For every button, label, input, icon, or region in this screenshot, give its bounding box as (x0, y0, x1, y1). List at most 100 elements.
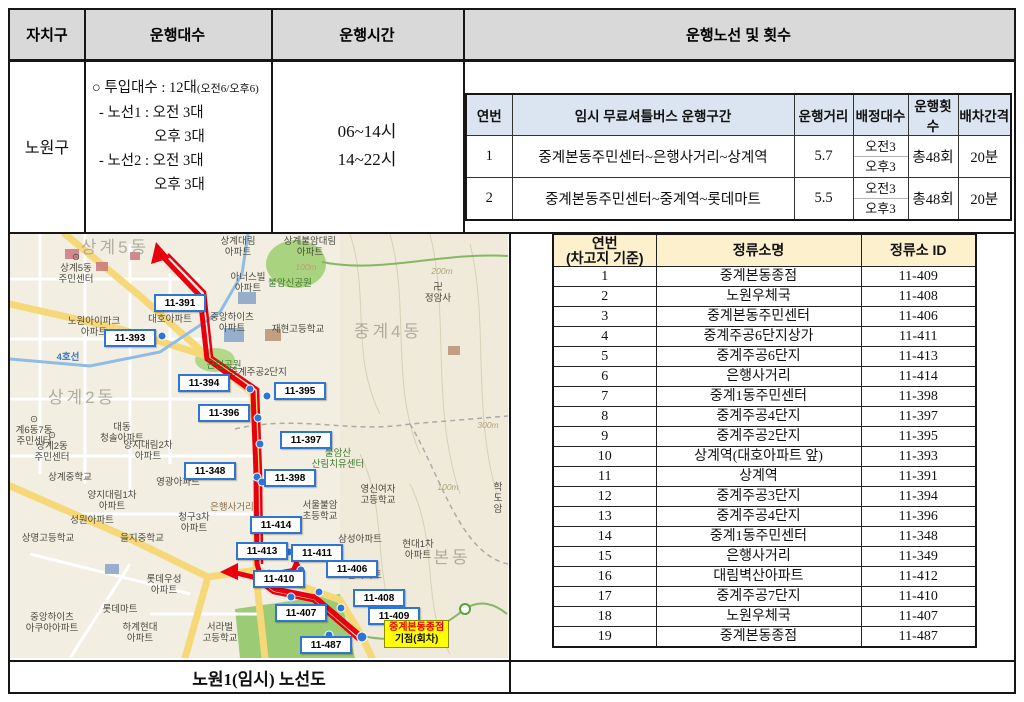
route-cell-interval: 20분 (957, 135, 1012, 178)
map-buildings (65, 249, 460, 574)
stop-cell-id: 11-393 (860, 446, 977, 467)
stop-cell-no: 11 (552, 466, 657, 487)
stops-table-row: 19 중계본동종점 11-487 (552, 626, 977, 648)
stops-table-row: 16 대림벽산아파트 11-412 (552, 566, 977, 587)
map-stop-id-label-11-414: 11-414 (250, 516, 302, 534)
map-stop-id-label-11-411: 11-411 (291, 544, 343, 562)
assigned-am: 오전3 (853, 137, 908, 157)
grid-line (84, 10, 86, 232)
stop-cell-id: 11-348 (860, 526, 977, 547)
stop-cell-id: 11-397 (860, 406, 977, 427)
header-row-background (10, 10, 1014, 59)
stops-table-body: 1 중계본동종점 11-409 2 노원우체국 11-408 3 중계본동주민센터 11-406… (552, 266, 977, 648)
grid-line (271, 10, 273, 232)
stop-cell-name: 노원우체국 (655, 286, 862, 307)
fleet-lines-container: - 노선1 : 오전 3대 오후 3대 - 노선2 : 오전 3대 오후 3대 (92, 101, 268, 197)
route-th-interval: 배차간격 (957, 93, 1012, 136)
stop-cell-id: 11-410 (860, 586, 977, 607)
route-cell-trips: 총48회 (907, 177, 959, 221)
stops-th-no: 연번 (차고지 기준) (552, 233, 657, 267)
stop-cell-id: 11-414 (860, 366, 977, 387)
header-fleet: 운행대수 (149, 27, 206, 44)
stop-cell-no: 7 (552, 386, 657, 407)
stops-table-row: 10 상계역(대호아파트 앞) 11-393 (552, 446, 977, 467)
stop-cell-no: 5 (552, 346, 657, 367)
assigned-am: 오전3 (853, 179, 908, 199)
map-stop-id-label-11-393: 11-393 (104, 329, 156, 347)
map-place-label: 상계5동 (80, 238, 150, 257)
route-th-distance: 운행거리 (793, 93, 854, 136)
stop-cell-no: 10 (552, 446, 657, 467)
stops-table-row: 1 중계본동종점 11-409 (552, 266, 977, 287)
stop-cell-id: 11-395 (860, 426, 977, 447)
map-place-label: ⊙ 계6동7동 주민센터 (15, 414, 53, 447)
stop-cell-no: 17 (552, 586, 657, 607)
route-th-no: 연번 (465, 93, 513, 136)
map-depot-label: 중계본동종점 기점(회차) (384, 620, 450, 648)
stop-cell-no: 19 (552, 626, 657, 648)
stops-table-row: 13 중계주공4단지 11-396 (552, 506, 977, 527)
route-th-section: 임시 무료셔틀버스 운행구간 (511, 93, 795, 136)
map-minor-roads (10, 234, 260, 658)
fleet-line: 오후 3대 (154, 177, 205, 193)
map-stop-id-label-11-394: 11-394 (178, 374, 230, 392)
map-place-label: 하계현대 아파트 (122, 622, 158, 644)
map-place-label: 아너스빌 아파트 (230, 272, 266, 294)
stop-cell-id: 11-349 (860, 546, 977, 567)
map-stop-id-label-11-398: 11-398 (264, 469, 316, 487)
map-place-label: 중앙하이츠 아파트 (210, 312, 254, 334)
map-stop-id-label-11-487: 11-487 (300, 636, 352, 654)
route-cell-no: 2 (465, 177, 513, 221)
grid-line (8, 59, 1016, 62)
map-stop-id-label-11-396: 11-396 (198, 404, 250, 422)
grid-line (509, 232, 511, 694)
map-metro-line (10, 234, 250, 368)
map-place-label: 중앙하이츠 아쿠아아파트 (25, 612, 79, 634)
route-cell-distance: 5.7 (793, 135, 854, 178)
map-stop-id-label-11-410: 11-410 (253, 570, 305, 588)
map-place-label: 근린공원 (206, 360, 242, 371)
stop-cell-name: 대림벽산아파트 (655, 566, 862, 587)
stop-cell-id: 11-407 (860, 606, 977, 627)
map-place-label: 100m (295, 262, 317, 272)
stop-cell-id: 11-487 (860, 626, 977, 648)
route-cell-no: 1 (465, 135, 513, 178)
route-table-row: 1 중계본동주민센터~은행사거리~상계역 5.7 오전3 오후3 총48회 20분 (465, 135, 1012, 178)
route-map: 상계5동 ⊙ 상계5동 주민센터 상계대림 아파트 상계불암대림 아파트 아너스빌 아파… (10, 234, 508, 658)
map-place-label: 상계중학교 (48, 472, 92, 483)
stop-cell-no: 18 (552, 606, 657, 627)
stop-cell-no: 6 (552, 366, 657, 387)
map-boundary (234, 415, 508, 565)
header-route: 운행노선 및 횟수 (686, 27, 791, 44)
stop-cell-no: 16 (552, 566, 657, 587)
stops-table-row: 17 중계주공7단지 11-410 (552, 586, 977, 607)
stops-th-name: 정류소명 (655, 233, 862, 267)
stop-cell-no: 15 (552, 546, 657, 567)
map-place-label: 영광아파트 (156, 477, 200, 488)
stop-cell-no: 8 (552, 406, 657, 427)
map-place-label: 卍 정암사 (424, 282, 452, 304)
map-place-label: 300m (477, 420, 499, 430)
route-cell-interval: 20분 (957, 177, 1012, 221)
map-place-label: 양지대림1차 아파트 (87, 490, 137, 512)
stops-table-row: 11 상계역 11-391 (552, 466, 977, 487)
stop-cell-id: 11-408 (860, 286, 977, 307)
map-caption: 노원1(임시) 노선도 (192, 669, 326, 689)
district-name: 노원구 (24, 139, 70, 157)
assigned-pm: 오후3 (865, 201, 896, 216)
stop-cell-name: 중계본동주민센터 (655, 306, 862, 327)
stop-cell-no: 12 (552, 486, 657, 507)
fleet-total-line: ○ 투입대수 : 12대(오전6/오후6) (92, 80, 259, 96)
map-place-label: 청구3차 아파트 (178, 512, 210, 534)
map-place-label: 상계2동 (47, 388, 117, 407)
stops-table-row: 9 중계주공2단지 11-395 (552, 426, 977, 447)
stop-cell-name: 중계주공3단지 (655, 486, 862, 507)
stops-table-row: 12 중계주공3단지 11-394 (552, 486, 977, 507)
map-mountain-area (340, 234, 508, 658)
fleet-info: ○ 투입대수 : 12대(오전6/오후6) - 노선1 : 오전 3대 오후 3대… (92, 76, 268, 197)
header-district: 자치구 (26, 27, 68, 44)
map-place-label: ⊙ 상계2동 주민센터 (34, 430, 70, 463)
stops-table-row: 18 노원우체국 11-407 (552, 606, 977, 627)
stop-cell-no: 3 (552, 306, 657, 327)
